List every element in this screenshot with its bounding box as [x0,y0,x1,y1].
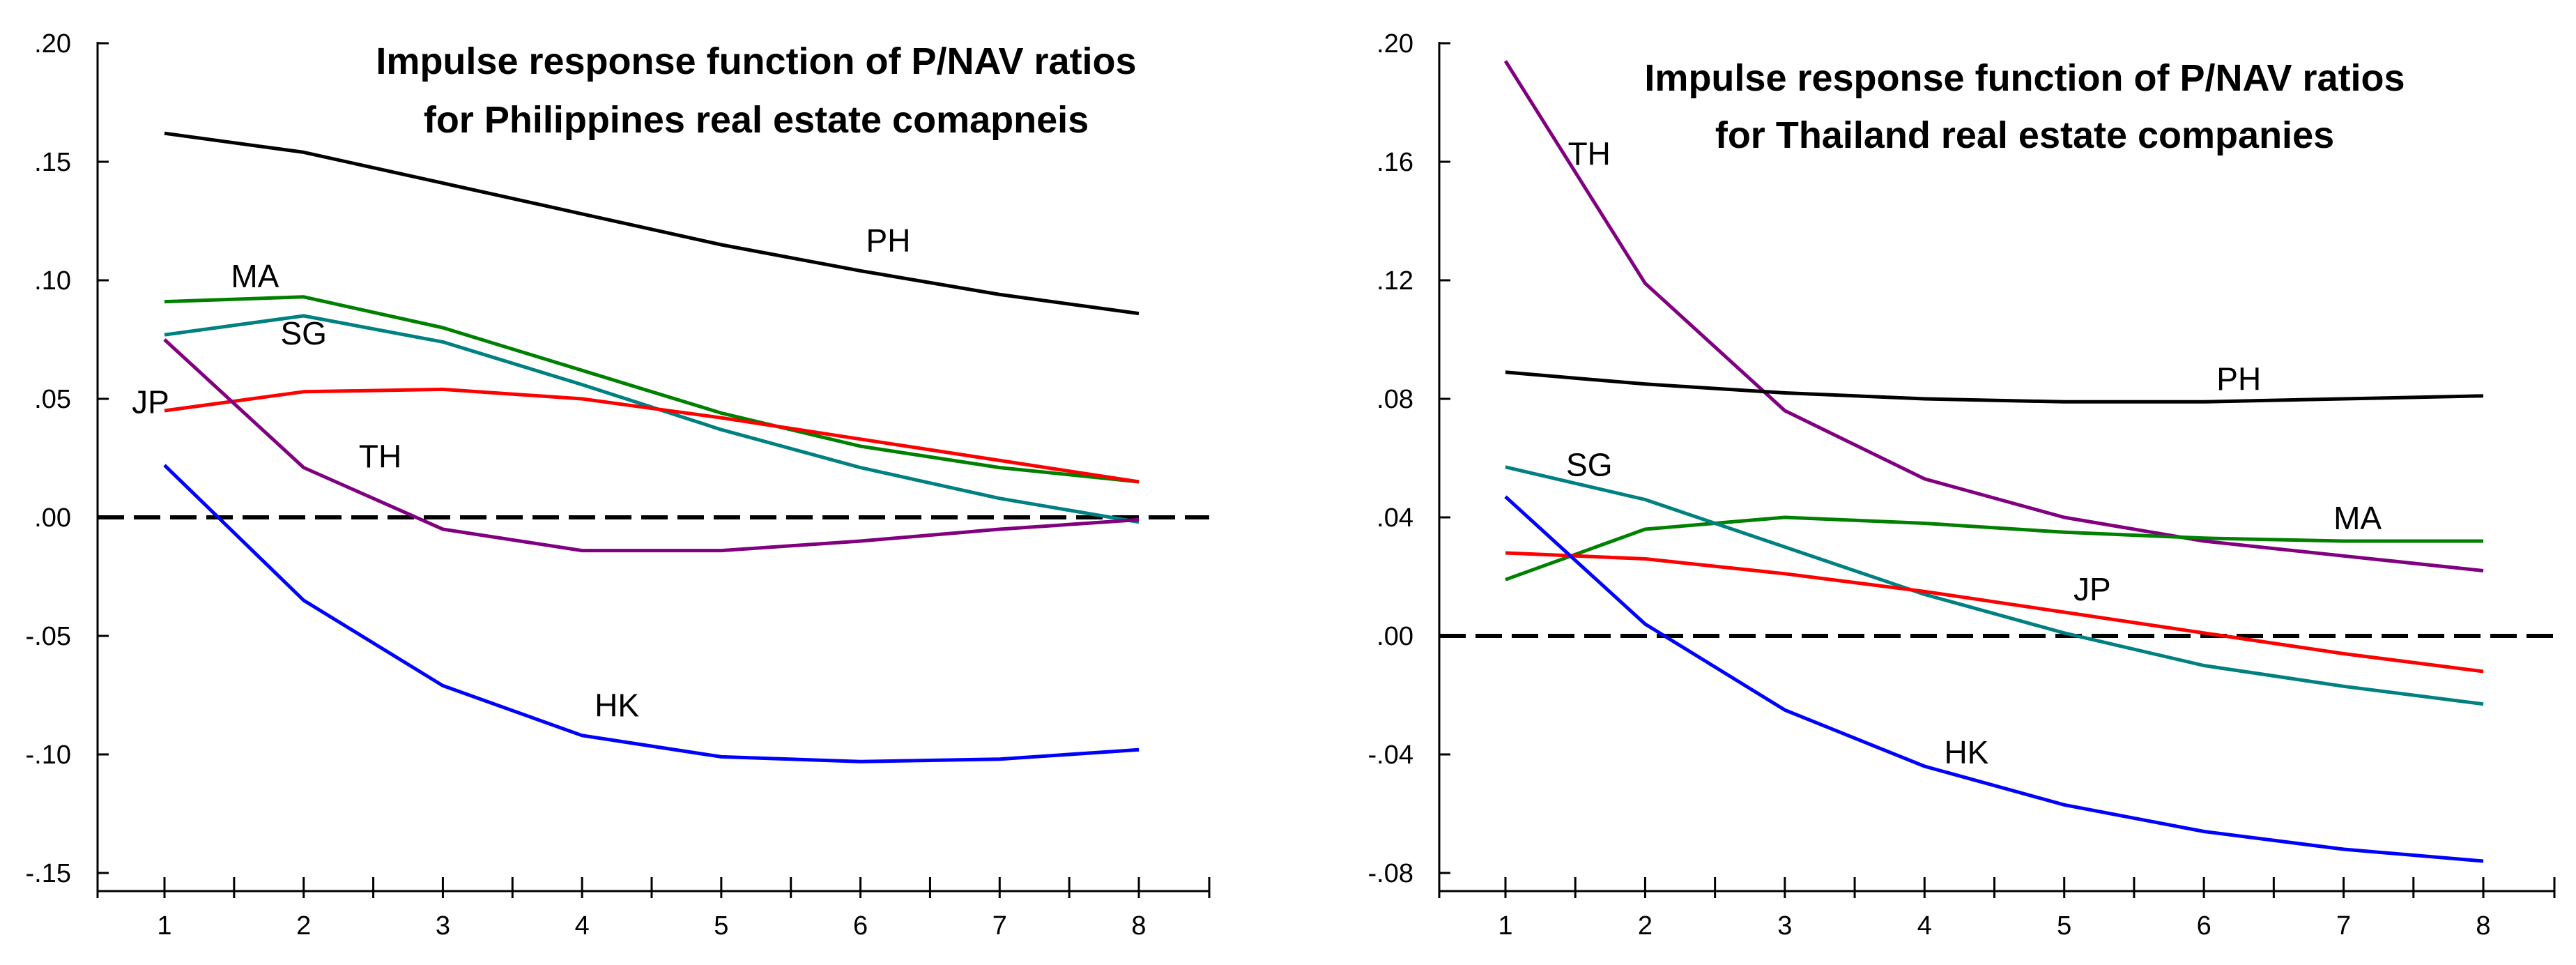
y-tick-label: .12 [1377,266,1413,296]
series-label-jp: JP [132,383,169,420]
y-tick-label: .16 [1377,148,1413,177]
chart-2: .20 .16 .12 .08 .04 .00 -.04 -.08 1 2 3 4 5 6 7 8 TH PH MA… [1368,29,2556,941]
y-tick-label: .08 [1377,385,1413,414]
series-label-sg: SG [280,315,326,351]
x-tick-label: 4 [1917,911,1932,941]
series-label-hk: HK [595,687,639,724]
series-line-th [163,338,1140,553]
y-tick-label: -.04 [1368,740,1413,770]
x-tick-label: 4 [575,911,590,941]
y-tick-label: -.10 [26,740,71,770]
y-tick-label: .15 [34,148,71,177]
series-line-sg [1505,465,2484,706]
series-line-jp [1505,551,2484,674]
x-tick-label: 5 [714,911,728,941]
series-line-ph [164,131,1140,316]
series-label-ph: PH [866,222,911,259]
x-tick-label: 5 [2057,911,2071,941]
y-tick-label: -.15 [26,859,71,888]
chart-title-line-1: Impulse response function of P/NAV ratio… [1644,57,2405,99]
series-label-ma: MA [2333,500,2382,536]
series-label-ph: PH [2216,360,2261,397]
x-tick-label: 7 [992,911,1007,941]
y-tick-label: .05 [34,385,71,414]
series-line-ma [164,295,1140,484]
y-tick-label: .04 [1377,503,1413,533]
chart-title-line-2: for Thailand real estate companies [1715,114,2334,156]
series-label-th: TH [359,439,401,475]
chart-title-line-1: Impulse response function of P/NAV ratio… [376,40,1136,82]
series-line-ma [1505,515,2483,582]
x-tick-label: 2 [1638,911,1653,941]
series-label-jp: JP [2073,571,2111,607]
x-tick-label: 7 [2336,911,2351,941]
series-line-ph [1505,370,2484,404]
series-label-ma: MA [231,258,279,294]
x-tick-label: 6 [2197,911,2211,941]
series-line-hk [1504,495,2484,863]
y-tick-label: .20 [1377,29,1413,59]
y-tick-label: .10 [34,266,71,296]
chart-title-line-2: for Philippines real estate comapneis [424,99,1089,141]
series-label-th: TH [1568,135,1611,172]
y-tick-label: .20 [34,29,71,59]
y-tick-label: .00 [34,503,71,533]
y-tick-label: -.05 [26,622,71,651]
x-tick-label: 6 [853,911,868,941]
series-label-sg: SG [1566,447,1612,483]
chart-1: .20 .15 .10 .05 .00 -.05 -.10 -.15 1 2 3 4 5 6 7 8 PH MAS… [26,29,1211,941]
x-tick-label: 2 [296,911,311,941]
series-line-jp [164,387,1140,484]
series-line-th [1503,60,2484,572]
y-tick-label: .00 [1377,622,1413,651]
y-tick-label: -.08 [1368,859,1413,888]
x-tick-label: 8 [2476,911,2490,941]
x-tick-label: 3 [1777,911,1792,941]
x-tick-label: 3 [436,911,450,941]
x-tick-label: 1 [157,911,171,941]
series-label-hk: HK [1944,734,1988,770]
x-tick-label: 1 [1498,911,1512,941]
series-line-hk [163,464,1140,763]
x-tick-label: 8 [1131,911,1146,941]
